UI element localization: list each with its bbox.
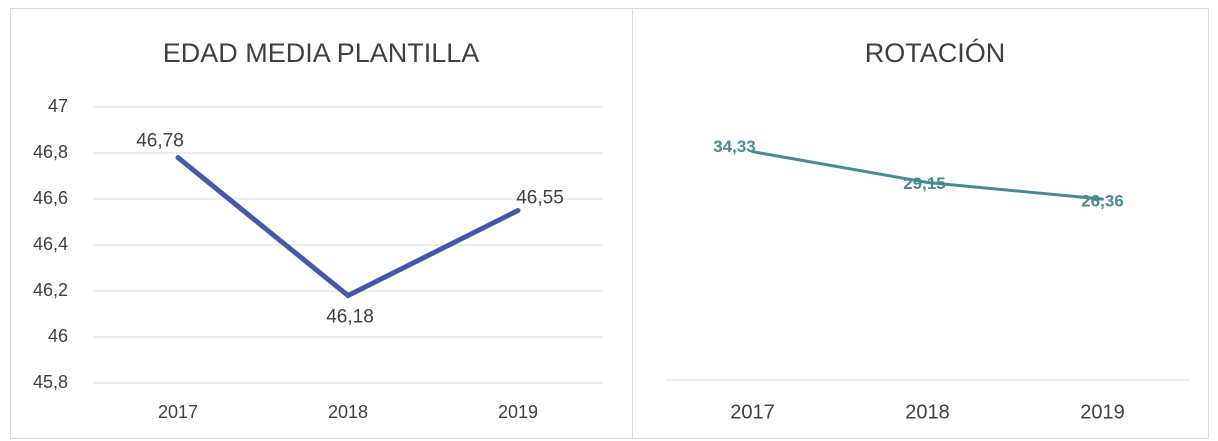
x-tick-label: 2017 <box>158 402 198 422</box>
y-tick-label: 46,8 <box>33 142 68 162</box>
x-tick-label: 2019 <box>1080 401 1125 423</box>
chart-title: ROTACIÓN <box>865 37 1006 68</box>
y-tick-label: 46,4 <box>33 234 68 254</box>
x-tick-label: 2018 <box>328 402 368 422</box>
y-tick-label: 46,6 <box>33 188 68 208</box>
y-tick-label: 47 <box>48 96 68 116</box>
panel <box>632 8 1209 439</box>
data-label: 46,18 <box>326 307 374 328</box>
data-label: 46,78 <box>136 131 184 152</box>
y-tick-label: 45,8 <box>33 372 68 392</box>
data-label: 29,15 <box>903 174 946 193</box>
line <box>751 150 1104 201</box>
data-label: 46,55 <box>516 188 564 209</box>
x-tick-label: 2017 <box>730 401 775 423</box>
line <box>175 155 521 299</box>
y-tick-label: 46 <box>48 326 68 346</box>
panel <box>10 8 633 439</box>
x-tick-label: 2018 <box>905 401 950 423</box>
x-tick-label: 2019 <box>498 402 538 422</box>
data-label: 26,36 <box>1081 192 1124 211</box>
chart-title: EDAD MEDIA PLANTILLA <box>163 38 480 68</box>
y-tick-label: 46,2 <box>33 280 68 300</box>
data-label: 34,33 <box>713 137 756 156</box>
